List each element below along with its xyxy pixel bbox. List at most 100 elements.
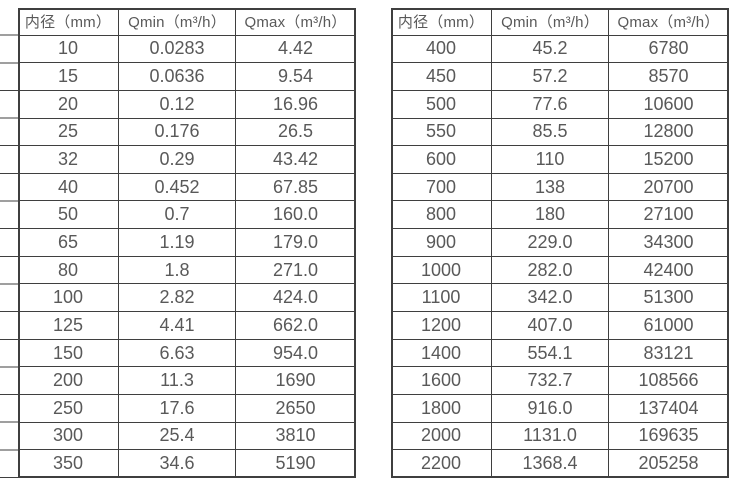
table-cell: 26.5 <box>236 118 356 147</box>
table-cell: 67.85 <box>236 173 356 202</box>
table-cell: 125 <box>18 312 119 340</box>
table-cell: 662.0 <box>236 312 356 340</box>
table-cell: 20 <box>18 90 119 119</box>
table-cell: 3810 <box>236 422 356 451</box>
table-cell: 160.0 <box>236 201 356 230</box>
table-cell: 43.42 <box>236 146 356 174</box>
table-cell: 20700 <box>609 173 729 202</box>
table-cell: 1600 <box>391 367 492 395</box>
table-cell: 51300 <box>609 284 729 313</box>
table-cell: 4.41 <box>119 312 236 340</box>
table-cell: 169635 <box>609 422 729 451</box>
table-cell: 25.4 <box>119 422 236 451</box>
column-header: 内径（mm） <box>391 8 492 36</box>
table-cell: 150 <box>18 339 119 368</box>
table-cell: 732.7 <box>492 367 609 395</box>
table-cell: 42400 <box>609 256 729 285</box>
table-cell: 1368.4 <box>492 450 609 478</box>
table-cell: 1690 <box>236 367 356 395</box>
table-cell: 229.0 <box>492 229 609 257</box>
table-cell: 271.0 <box>236 256 356 285</box>
table-cell: 83121 <box>609 339 729 368</box>
column-header: Qmax（m³/h） <box>609 8 729 36</box>
table-cell: 9.54 <box>236 63 356 91</box>
table-cell: 205258 <box>609 450 729 478</box>
table-cell: 282.0 <box>492 256 609 285</box>
table-cell: 110 <box>492 146 609 174</box>
table-cell: 0.176 <box>119 118 236 147</box>
table-cell: 57.2 <box>492 63 609 91</box>
table-cell: 179.0 <box>236 229 356 257</box>
table-cell: 32 <box>18 146 119 174</box>
table-cell: 450 <box>391 63 492 91</box>
table-cell: 15 <box>18 63 119 91</box>
flow-table-dn400-2200: 内径（mm） Qmin（m³/h） Qmax（m³/h） 400 45.2 6780 450… <box>391 8 729 478</box>
table-cell: 10 <box>18 35 119 64</box>
table-cell: 12800 <box>609 118 729 147</box>
table-cell: 50 <box>18 201 119 230</box>
table-cell: 200 <box>18 367 119 395</box>
table-cell: 85.5 <box>492 118 609 147</box>
row-line-bleed <box>0 8 19 478</box>
table-cell: 17.6 <box>119 394 236 423</box>
table-cell: 138 <box>492 173 609 202</box>
table-cell: 1.19 <box>119 229 236 257</box>
table-cell: 2200 <box>391 450 492 478</box>
table-cell: 2000 <box>391 422 492 451</box>
table-cell: 554.1 <box>492 339 609 368</box>
table-cell: 300 <box>18 422 119 451</box>
table-cell: 2.82 <box>119 284 236 313</box>
column-header: Qmin（m³/h） <box>119 8 236 36</box>
table-cell: 350 <box>18 450 119 478</box>
table-cell: 2650 <box>236 394 356 423</box>
table-cell: 700 <box>391 173 492 202</box>
table-cell: 0.7 <box>119 201 236 230</box>
table-cell: 407.0 <box>492 312 609 340</box>
table-cell: 27100 <box>609 201 729 230</box>
table-cell: 108566 <box>609 367 729 395</box>
table-cell: 424.0 <box>236 284 356 313</box>
table-cell: 180 <box>492 201 609 230</box>
table-cell: 900 <box>391 229 492 257</box>
table-cell: 1400 <box>391 339 492 368</box>
table-cell: 1800 <box>391 394 492 423</box>
table-cell: 15200 <box>609 146 729 174</box>
table-cell: 342.0 <box>492 284 609 313</box>
table-cell: 10600 <box>609 90 729 119</box>
table-cell: 34.6 <box>119 450 236 478</box>
column-header: Qmax（m³/h） <box>236 8 356 36</box>
table-cell: 40 <box>18 173 119 202</box>
table-cell: 600 <box>391 146 492 174</box>
table-cell: 1131.0 <box>492 422 609 451</box>
table-cell: 16.96 <box>236 90 356 119</box>
table-cell: 1200 <box>391 312 492 340</box>
table-cell: 34300 <box>609 229 729 257</box>
table-cell: 0.452 <box>119 173 236 202</box>
table-cell: 1000 <box>391 256 492 285</box>
table-cell: 0.12 <box>119 90 236 119</box>
table-cell: 61000 <box>609 312 729 340</box>
table-cell: 25 <box>18 118 119 147</box>
table-cell: 4.42 <box>236 35 356 64</box>
table-cell: 65 <box>18 229 119 257</box>
column-header: Qmin（m³/h） <box>492 8 609 36</box>
flow-table-dn10-350: 内径（mm） Qmin（m³/h） Qmax（m³/h） 10 0.0283 4.42 15… <box>18 8 356 478</box>
table-cell: 1100 <box>391 284 492 313</box>
table-cell: 954.0 <box>236 339 356 368</box>
table-cell: 916.0 <box>492 394 609 423</box>
table-cell: 0.0283 <box>119 35 236 64</box>
table-cell: 100 <box>18 284 119 313</box>
table-cell: 45.2 <box>492 35 609 64</box>
table-cell: 80 <box>18 256 119 285</box>
table-cell: 6780 <box>609 35 729 64</box>
table-cell: 0.0636 <box>119 63 236 91</box>
table-cell: 400 <box>391 35 492 64</box>
table-cell: 1.8 <box>119 256 236 285</box>
table-cell: 8570 <box>609 63 729 91</box>
column-header: 内径（mm） <box>18 8 119 36</box>
table-cell: 11.3 <box>119 367 236 395</box>
table-cell: 137404 <box>609 394 729 423</box>
table-cell: 550 <box>391 118 492 147</box>
table-cell: 77.6 <box>492 90 609 119</box>
table-cell: 800 <box>391 201 492 230</box>
